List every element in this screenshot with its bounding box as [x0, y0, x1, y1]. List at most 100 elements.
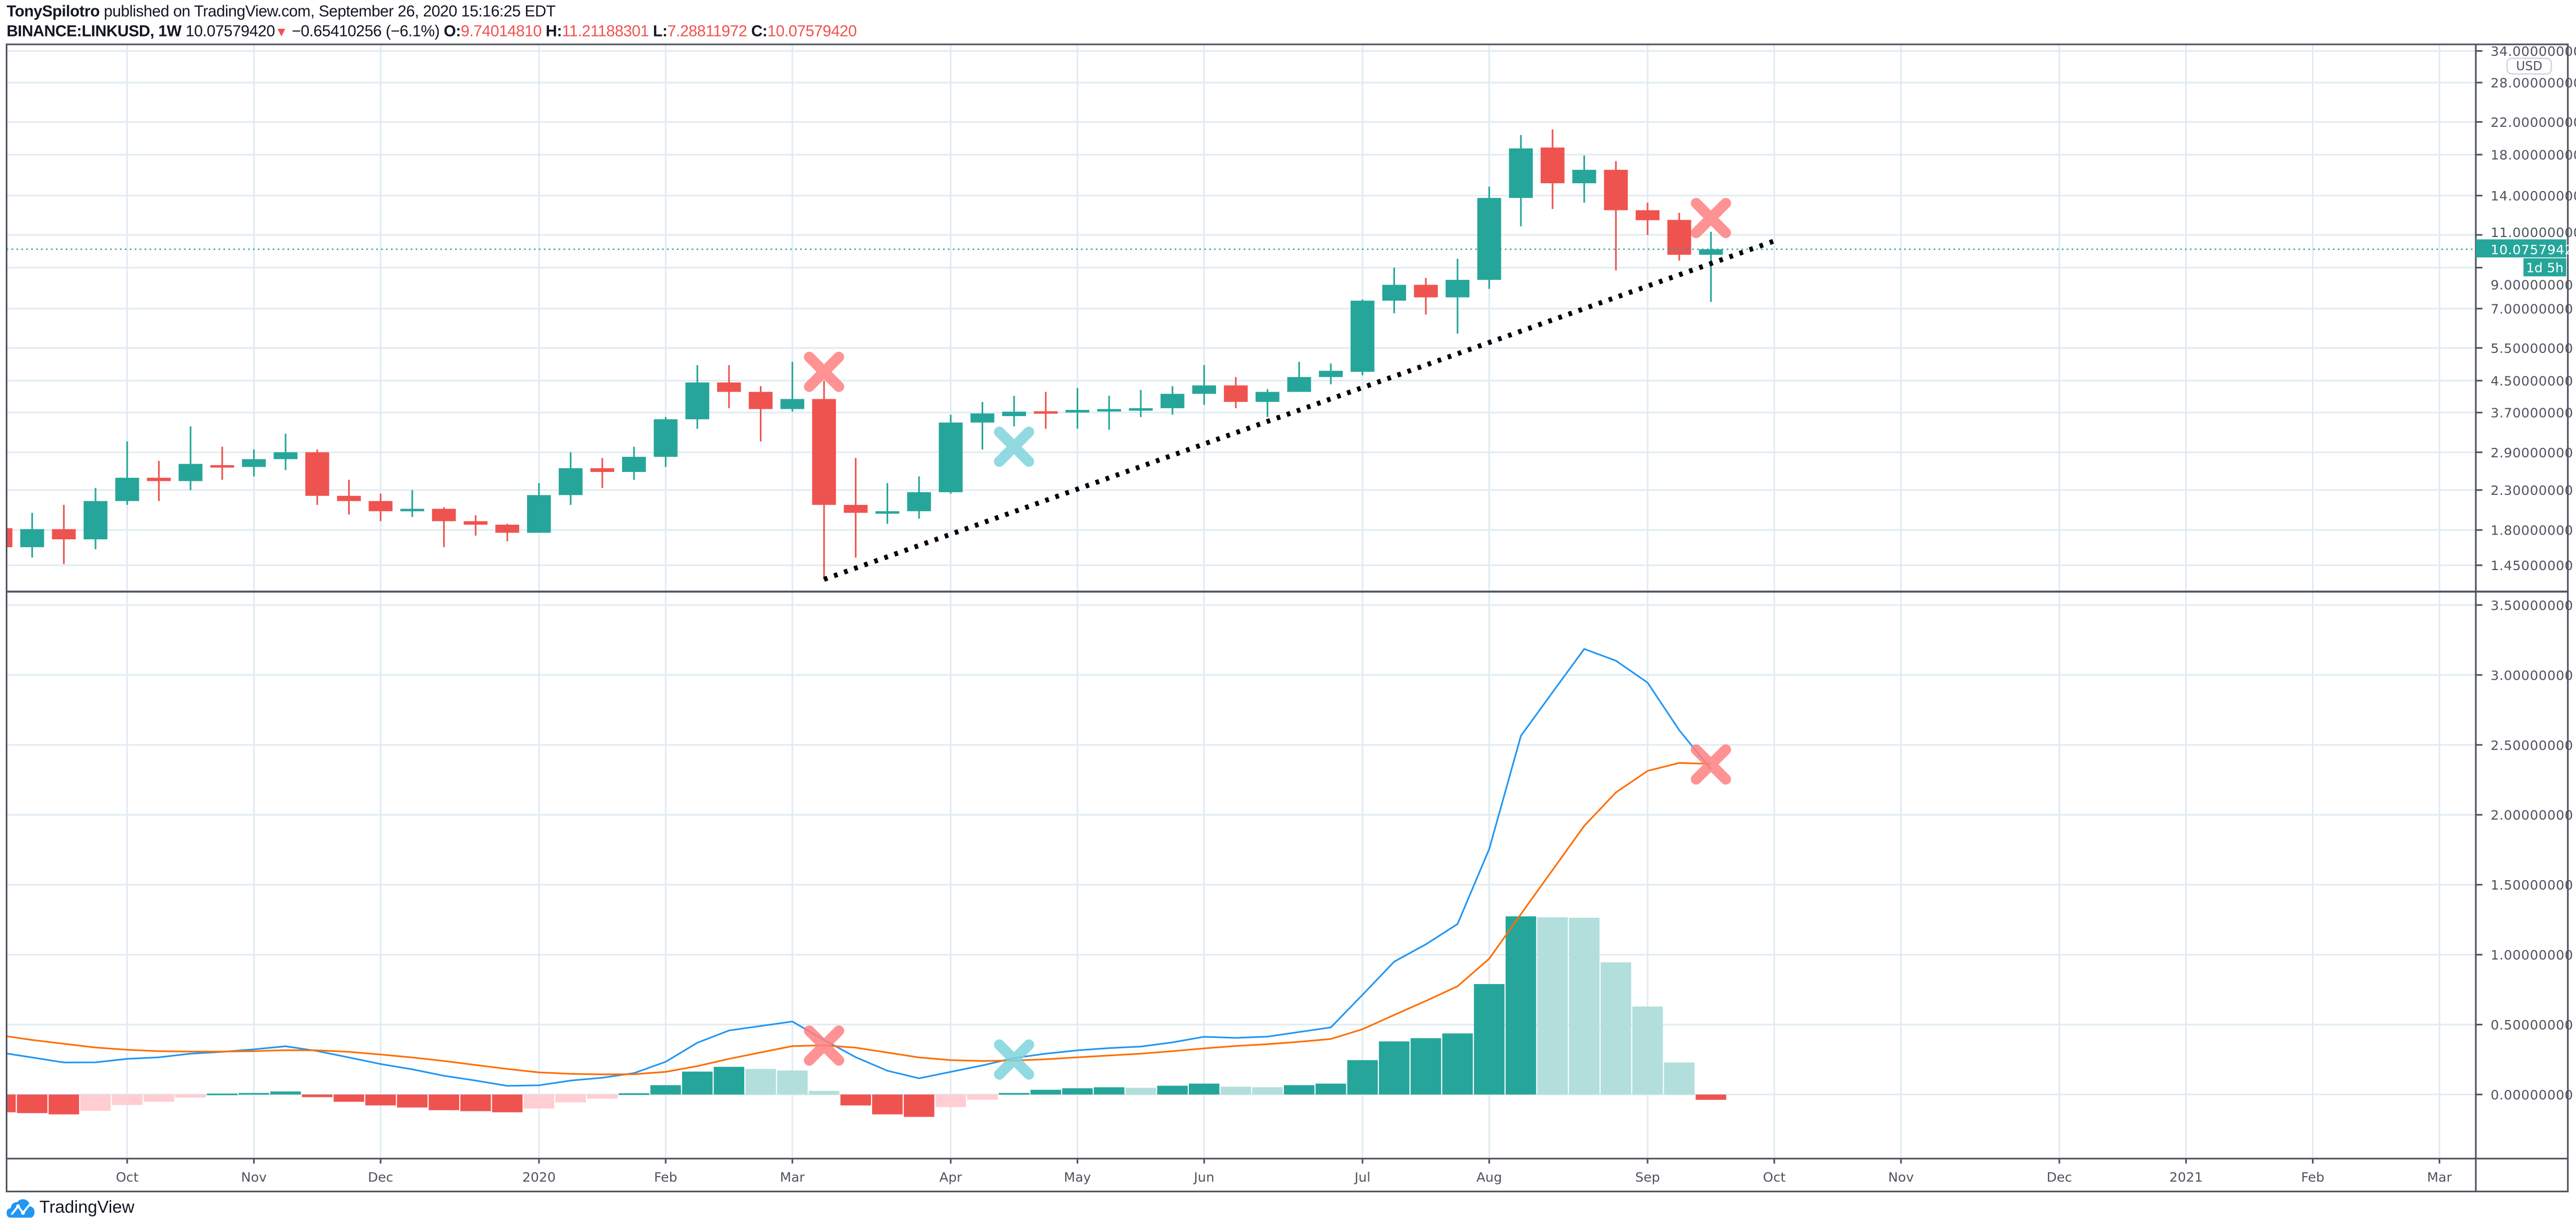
- x-mark-stroke: [804, 1025, 844, 1066]
- histogram-bar: [1252, 1087, 1283, 1095]
- candle[interactable]: [1350, 299, 1375, 375]
- candle[interactable]: [1224, 377, 1248, 408]
- candle[interactable]: [432, 507, 456, 548]
- candle-body: [1636, 210, 1660, 220]
- candle[interactable]: [1160, 386, 1185, 415]
- trendline[interactable]: [823, 239, 1775, 582]
- x-marker-red-icon[interactable]: [1690, 744, 1731, 785]
- candle[interactable]: [748, 386, 773, 442]
- candle-body: [938, 422, 963, 492]
- histogram-bar: [1537, 917, 1568, 1095]
- candle[interactable]: [368, 493, 393, 522]
- candle[interactable]: [622, 446, 646, 480]
- candle[interactable]: [1382, 267, 1406, 314]
- candle[interactable]: [210, 446, 234, 480]
- price-pane[interactable]: [0, 129, 2476, 582]
- candle-body: [115, 478, 139, 501]
- candle[interactable]: [558, 452, 583, 505]
- tradingview-cloud-icon: [6, 1199, 35, 1218]
- candle[interactable]: [463, 515, 488, 536]
- candle[interactable]: [1287, 362, 1311, 392]
- macd-pane[interactable]: [0, 648, 1731, 1117]
- candle[interactable]: [875, 483, 900, 524]
- histogram-bar: [6, 1094, 16, 1112]
- candle[interactable]: [52, 505, 76, 564]
- candle[interactable]: [178, 426, 202, 490]
- candle[interactable]: [527, 483, 551, 533]
- macd-tick-label: 3.00000000: [2490, 668, 2573, 683]
- currency-badge[interactable]: [2506, 57, 2553, 75]
- candle-body: [1287, 377, 1311, 392]
- candle[interactable]: [0, 521, 13, 554]
- candle[interactable]: [590, 458, 614, 488]
- author-name[interactable]: TonySpilotro: [6, 3, 100, 21]
- candle[interactable]: [685, 365, 710, 429]
- candle-body: [6, 528, 13, 548]
- candle[interactable]: [938, 415, 963, 494]
- candle[interactable]: [1065, 388, 1090, 429]
- symbol-title[interactable]: BINANCE:LINKUSD, 1W: [6, 23, 182, 41]
- histogram-bar: [650, 1085, 681, 1095]
- candle[interactable]: [337, 479, 361, 515]
- candle[interactable]: [1319, 363, 1343, 385]
- candle[interactable]: [1002, 396, 1026, 427]
- candle[interactable]: [1414, 278, 1438, 315]
- price-tick-label: 1.45000000: [2490, 558, 2573, 573]
- histogram-bar: [1157, 1085, 1188, 1095]
- candle[interactable]: [305, 449, 329, 505]
- x-marker-teal-icon[interactable]: [994, 427, 1034, 467]
- candle[interactable]: [147, 460, 171, 501]
- candle[interactable]: [717, 365, 741, 408]
- candle[interactable]: [84, 488, 108, 550]
- candle[interactable]: [1034, 392, 1058, 429]
- x-marker-red-icon[interactable]: [804, 351, 844, 392]
- time-tick-label: Jun: [1193, 1169, 1214, 1185]
- candle[interactable]: [1509, 135, 1533, 227]
- candle-body: [463, 521, 488, 525]
- price-tick-label: 14.00000000: [2490, 188, 2576, 204]
- x-mark-stroke: [1690, 198, 1731, 239]
- candle[interactable]: [1667, 212, 1691, 261]
- candle[interactable]: [1192, 365, 1217, 405]
- candle[interactable]: [1129, 389, 1153, 417]
- candle[interactable]: [1636, 203, 1660, 235]
- price-tick-label: 9.00000000: [2490, 278, 2573, 293]
- candle-body: [558, 468, 583, 495]
- candle[interactable]: [273, 433, 298, 470]
- candle[interactable]: [1097, 396, 1122, 430]
- candle[interactable]: [812, 381, 836, 579]
- candle-body: [622, 457, 646, 472]
- currency-label: USD: [2516, 58, 2542, 73]
- candle[interactable]: [1572, 155, 1596, 203]
- candle[interactable]: [115, 441, 139, 505]
- price-tick-label: 28.00000000: [2490, 76, 2576, 91]
- x-marker-red-icon[interactable]: [1690, 198, 1731, 239]
- candle[interactable]: [495, 524, 519, 541]
- histogram-bar: [1030, 1090, 1062, 1095]
- candle[interactable]: [1255, 389, 1280, 417]
- candle-body: [495, 525, 519, 533]
- candle[interactable]: [1604, 161, 1628, 270]
- candle[interactable]: [970, 401, 995, 449]
- candle-body: [1160, 394, 1185, 408]
- candle[interactable]: [1699, 232, 1723, 302]
- candle[interactable]: [1446, 258, 1470, 334]
- x-marker-teal-icon[interactable]: [994, 1039, 1034, 1080]
- histogram-bar: [903, 1094, 935, 1117]
- candle[interactable]: [843, 458, 868, 558]
- x-marker-red-icon[interactable]: [804, 1025, 844, 1066]
- candle[interactable]: [242, 449, 266, 477]
- candle-body: [1192, 385, 1217, 394]
- candle[interactable]: [400, 490, 424, 517]
- tradingview-logo[interactable]: TradingView: [6, 1198, 135, 1218]
- candle[interactable]: [907, 476, 931, 519]
- candle[interactable]: [653, 417, 678, 467]
- candle[interactable]: [780, 362, 805, 412]
- candle[interactable]: [1541, 129, 1565, 209]
- macd-tick-label: 1.50000000: [2490, 878, 2573, 893]
- histogram-bar: [713, 1067, 745, 1095]
- candle[interactable]: [1477, 186, 1501, 289]
- candle[interactable]: [20, 513, 44, 558]
